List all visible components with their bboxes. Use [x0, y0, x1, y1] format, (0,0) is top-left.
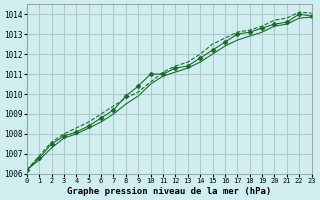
X-axis label: Graphe pression niveau de la mer (hPa): Graphe pression niveau de la mer (hPa) [67, 187, 271, 196]
